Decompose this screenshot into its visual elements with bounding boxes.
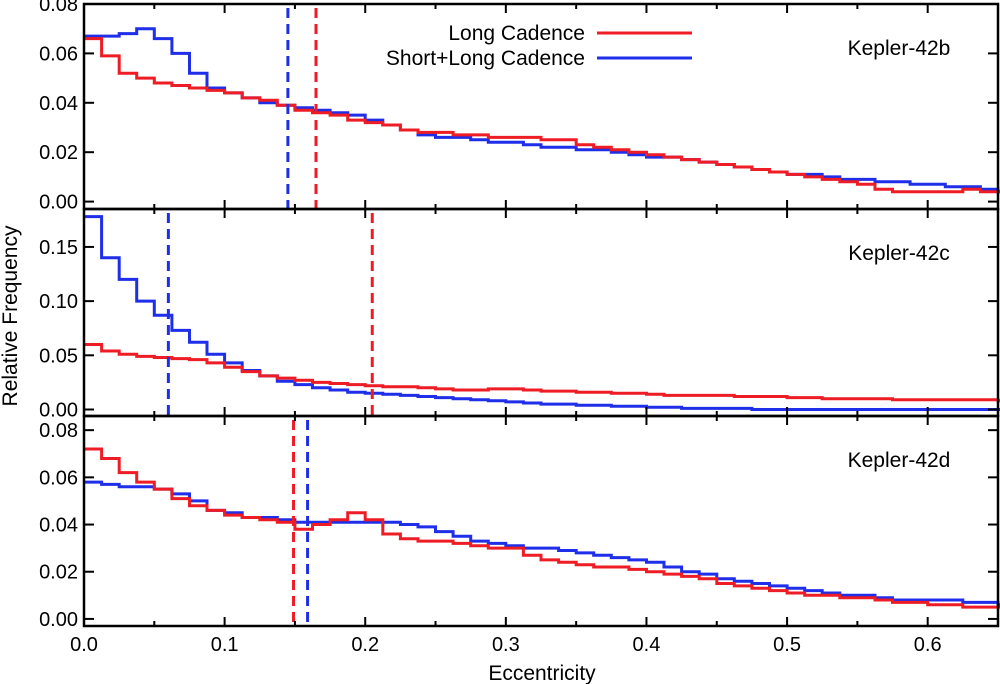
y-tick-label: 0.06: [39, 43, 78, 65]
panel-frame: [82, 207, 1000, 418]
legend: Long Cadence Short+Long Cadence: [386, 22, 692, 70]
x-tick-label: 0.1: [211, 634, 239, 656]
x-axis-label: Eccentricity: [488, 662, 596, 684]
panel-frame: [82, 414, 1000, 628]
histogram-long: [84, 343, 1000, 403]
panel-label: Kepler-42c: [848, 242, 950, 265]
y-ticks-layer: 0.00 0.02 0.04 0.06 0.08: [39, 420, 998, 631]
y-tick-label: 0.00: [39, 192, 78, 214]
y-tick-label: 0.00: [39, 609, 78, 631]
histogram-series-layer: [84, 8, 1000, 209]
x-ticks-layer: [83, 209, 999, 416]
y-tick-label: 0.08: [39, 420, 78, 442]
panel-kepler-42c: 0.00 0.05 0.10 0.15 Kepler-42c: [39, 207, 1000, 421]
x-tick-label: 0.2: [351, 634, 379, 656]
panel-kepler-42b: 0.00 0.02 0.04 0.06 0.08 Kepler-42b Long Cad…: [39, 0, 1000, 214]
y-ticks-layer: 0.00 0.05 0.10 0.15: [39, 237, 998, 421]
histogram-short-long: [84, 215, 1000, 411]
y-tick-label: 0.06: [39, 467, 78, 489]
legend-label-short-long-cadence: Short+Long Cadence: [386, 47, 585, 70]
y-tick-label: 0.05: [39, 345, 78, 367]
histogram-long: [84, 37, 1000, 194]
y-tick-label: 0.15: [39, 237, 78, 259]
y-tick-label: 0.02: [39, 562, 78, 584]
y-tick-label: 0.10: [39, 291, 78, 313]
x-tick-label: 0.3: [492, 634, 520, 656]
x-tick-label: 0.4: [633, 634, 661, 656]
y-tick-label: 0.00: [39, 399, 78, 421]
panel-kepler-42d: 0.00 0.02 0.04 0.06 0.08 Kepler-42d: [39, 414, 1000, 631]
y-tick-label: 0.04: [39, 93, 78, 115]
legend-label-long-cadence: Long Cadence: [448, 22, 585, 45]
y-axis-label: Relative Frequency: [0, 225, 22, 406]
y-tick-label: 0.04: [39, 515, 78, 537]
x-tick-label: 0.5: [773, 634, 801, 656]
x-tick-labels: 0.0 0.1 0.2 0.3 0.4 0.5 0.6: [70, 634, 942, 656]
x-tick-label: 0.6: [914, 634, 942, 656]
histogram-long: [84, 447, 1000, 609]
y-ticks-layer: 0.00 0.02 0.04 0.06 0.08: [39, 0, 998, 214]
histogram-series-layer: [84, 213, 1000, 416]
x-tick-label: 0.0: [70, 634, 98, 656]
panel-label: Kepler-42b: [848, 37, 951, 60]
y-tick-label: 0.02: [39, 142, 78, 164]
histogram-series-layer: [84, 420, 1000, 626]
panel-label: Kepler-42d: [848, 449, 951, 472]
y-tick-label: 0.08: [39, 0, 78, 16]
